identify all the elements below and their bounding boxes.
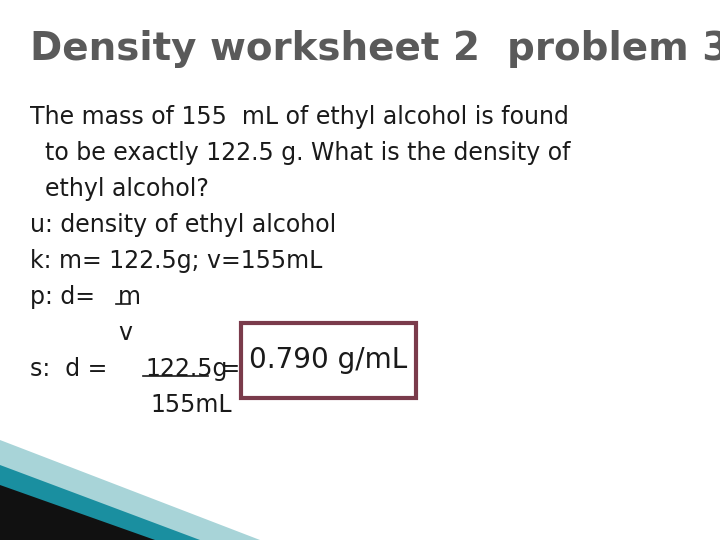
Text: p: d=: p: d= [30,285,102,309]
FancyBboxPatch shape [241,323,416,398]
Text: 122.5g: 122.5g [145,357,228,381]
Text: The mass of 155  mL of ethyl alcohol is found: The mass of 155 mL of ethyl alcohol is f… [30,105,569,129]
Polygon shape [0,465,200,540]
Polygon shape [0,485,155,540]
Text: Density worksheet 2  problem 3: Density worksheet 2 problem 3 [30,30,720,68]
Text: m: m [118,285,141,309]
Text: u: density of ethyl alcohol: u: density of ethyl alcohol [30,213,336,237]
Text: =: = [213,357,240,381]
Text: 0.790 g/mL: 0.790 g/mL [249,347,408,375]
Text: to be exactly 122.5 g. What is the density of: to be exactly 122.5 g. What is the densi… [30,141,570,165]
Text: v: v [118,321,132,345]
Text: ethyl alcohol?: ethyl alcohol? [30,177,209,201]
Polygon shape [0,440,260,540]
Text: 155mL: 155mL [150,393,232,417]
Text: s:  d =: s: d = [30,357,115,381]
Text: k: m= 122.5g; v=155mL: k: m= 122.5g; v=155mL [30,249,323,273]
